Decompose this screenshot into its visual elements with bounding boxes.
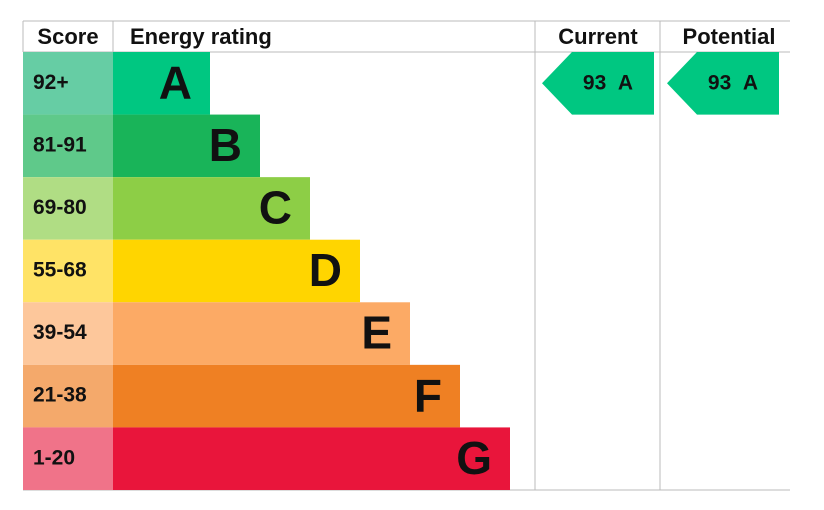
- current-arrow: [542, 52, 654, 115]
- rating-letter: A: [159, 56, 192, 108]
- score-cell: [23, 52, 113, 115]
- potential-value: 93: [708, 71, 731, 94]
- score-label: 92+: [33, 71, 69, 94]
- rating-letter: F: [414, 369, 442, 421]
- rating-letter: D: [309, 244, 342, 296]
- score-cell: [23, 364, 113, 428]
- score-label: 1-20: [33, 446, 75, 469]
- potential-label: 93 A: [708, 71, 758, 94]
- rating-letter: C: [259, 182, 292, 234]
- header-current: Current: [558, 24, 638, 49]
- rating-bar: [113, 427, 510, 490]
- score-cell: [23, 114, 113, 178]
- rating-bar: [113, 364, 460, 428]
- header-rating: Energy rating: [130, 24, 272, 49]
- rating-bar: [113, 52, 210, 115]
- current-value: 93: [583, 71, 606, 94]
- rating-bar: [113, 114, 260, 178]
- rating-letter: B: [209, 119, 242, 171]
- score-label: 39-54: [33, 321, 87, 344]
- potential-rating: A: [743, 71, 758, 94]
- score-label: 55-68: [33, 259, 87, 282]
- current-rating: A: [618, 71, 633, 94]
- score-label: 81-91: [33, 133, 87, 156]
- score-label: 69-80: [33, 196, 87, 219]
- rating-bar: [113, 177, 310, 240]
- rating-bar: [113, 239, 360, 303]
- score-label: 21-38: [33, 384, 87, 407]
- current-label: 93 A: [583, 71, 633, 94]
- score-cell: [23, 427, 113, 490]
- score-cell: [23, 239, 113, 303]
- score-cell: [23, 177, 113, 240]
- rating-letter: E: [361, 307, 392, 359]
- score-cell: [23, 302, 113, 365]
- header-potential: Potential: [683, 24, 776, 49]
- rating-bar: [113, 302, 410, 365]
- potential-arrow: [667, 52, 779, 115]
- rating-letter: G: [456, 432, 492, 484]
- header-score: Score: [37, 24, 98, 49]
